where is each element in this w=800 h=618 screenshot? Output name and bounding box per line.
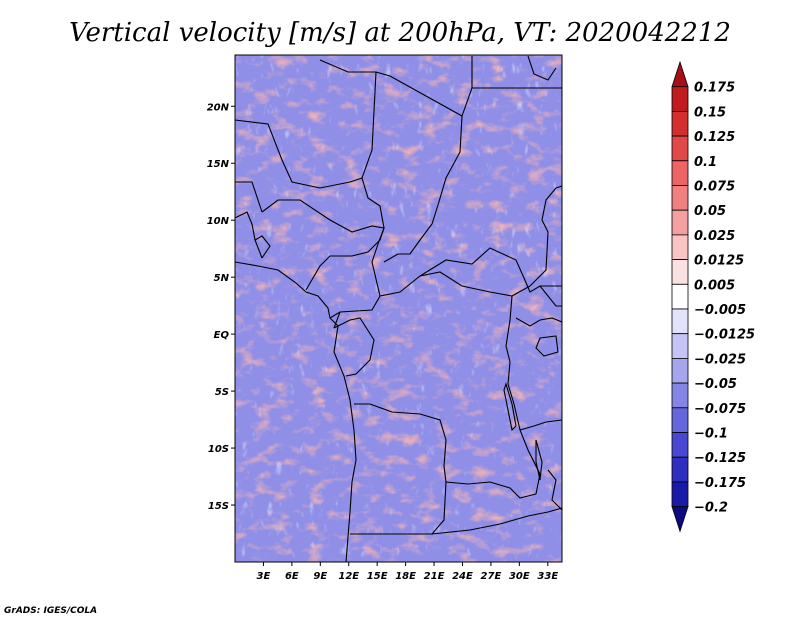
border-mozambique	[547, 469, 562, 511]
colorbar-label: 0.0125	[694, 254, 744, 269]
x-tick-label: 27E	[481, 571, 502, 582]
colorbar-label: 0.05	[694, 204, 726, 219]
colorbar-label: −0.175	[694, 476, 746, 491]
colorbar-segment	[671, 308, 689, 335]
border-uganda	[539, 285, 562, 307]
colorbar-label: 0.125	[694, 130, 735, 145]
y-tick-label: 15N	[207, 159, 230, 170]
colorbar-label: 0.15	[694, 105, 726, 120]
x-axis: 3E 6E 9E 12E 15E 18E 21E 24E 27E 30E 33E	[257, 562, 558, 582]
colorbar-top-arrow	[671, 60, 689, 88]
y-tick-label: 5S	[215, 387, 229, 398]
border-nigeria	[261, 199, 385, 291]
border-gabon	[329, 311, 341, 319]
y-tick-label: 10N	[207, 216, 230, 227]
border-nile	[527, 55, 557, 81]
grads-credit: GrADS: IGES/COLA	[4, 606, 97, 616]
colorbar-segment	[671, 185, 689, 211]
colorbar-label: 0.175	[694, 81, 735, 96]
border-lake-region	[515, 317, 562, 327]
colorbar-label: 0.075	[694, 180, 735, 195]
x-tick-label: 6E	[285, 571, 299, 582]
colorbar-segment	[671, 160, 689, 186]
colorbar-label: −0.075	[694, 402, 746, 417]
x-tick-label: 12E	[338, 571, 359, 582]
x-tick-label: 9E	[313, 571, 327, 582]
colorbar-label: −0.05	[694, 377, 737, 392]
map-plot-area	[235, 55, 562, 562]
x-tick-label: 30E	[509, 571, 530, 582]
y-tick-label: EQ	[214, 330, 230, 341]
colorbar-label: −0.1	[694, 427, 728, 442]
colorbar-segment	[671, 432, 689, 458]
x-tick-label: 24E	[452, 571, 473, 582]
colorbar-segment	[671, 234, 689, 260]
border-ethiopia	[529, 185, 562, 287]
colorbar-segment	[671, 283, 689, 310]
colorbar-bottom-arrow	[671, 506, 689, 533]
x-tick-label: 15E	[367, 571, 388, 582]
y-tick-label: 15S	[208, 501, 229, 512]
y-axis: 20N 15N 10N 5N EQ 5S 10S 15S	[207, 102, 235, 512]
coastline-gulf	[235, 211, 263, 259]
border-drc-east	[505, 295, 541, 495]
x-tick-label: 18E	[395, 571, 416, 582]
colorbar-segment	[671, 382, 689, 409]
colorbar-label: −0.125	[694, 451, 746, 466]
colorbar-label: −0.0125	[694, 328, 755, 343]
border-mali-niger	[235, 119, 363, 189]
field-contour-pattern	[235, 55, 562, 562]
border-zambia-south	[431, 507, 562, 535]
border-west-africa-2	[254, 235, 271, 259]
border-drc-angola	[354, 403, 537, 499]
colorbar-segment	[671, 481, 689, 507]
map-frame	[234, 54, 563, 563]
border-tanzania	[519, 419, 562, 431]
colorbar-label: 0.1	[694, 155, 717, 170]
colorbar-segment	[671, 209, 689, 236]
border-car	[379, 271, 531, 297]
x-tick-label: 21E	[424, 571, 445, 582]
colorbar-segment	[671, 135, 689, 162]
border-cameroon	[333, 243, 381, 329]
border-lake-tanganyika	[503, 382, 517, 432]
y-tick-label: 20N	[207, 102, 230, 113]
colorbar: 0.175 0.15 0.125 0.1 0.075 0.05 0.025 0.0125 0.0…	[671, 60, 755, 533]
border-algeria-libya	[319, 59, 463, 206]
colorbar-segment	[671, 333, 689, 359]
y-tick-label: 5N	[214, 273, 230, 284]
country-borders	[235, 55, 562, 562]
x-tick-label: 3E	[257, 571, 271, 582]
border-chad-sudan	[383, 204, 439, 263]
border-south-sudan	[419, 247, 562, 293]
colorbar-label: −0.2	[694, 501, 728, 516]
chart-title: Vertical velocity [m/s] at 200hPa, VT: 2…	[69, 18, 731, 48]
colorbar-label: 0.005	[694, 278, 735, 293]
border-lake-malawi	[535, 439, 543, 481]
colorbar-segment	[671, 456, 689, 483]
border-lake-victoria	[535, 335, 559, 357]
colorbar-label: −0.025	[694, 352, 746, 367]
border-angola-zambia	[350, 481, 447, 535]
colorbar-segment	[671, 86, 689, 112]
colorbar-label: −0.005	[694, 303, 746, 318]
colorbar-segment	[671, 407, 689, 433]
border-congo	[333, 317, 375, 377]
border-west-africa-1	[235, 181, 263, 213]
y-tick-label: 10S	[208, 444, 229, 455]
colorbar-segment	[671, 259, 689, 285]
colorbar-segment	[671, 357, 689, 384]
x-tick-label: 33E	[537, 571, 558, 582]
colorbar-label: 0.025	[694, 229, 735, 244]
colorbar-segment	[671, 111, 689, 137]
